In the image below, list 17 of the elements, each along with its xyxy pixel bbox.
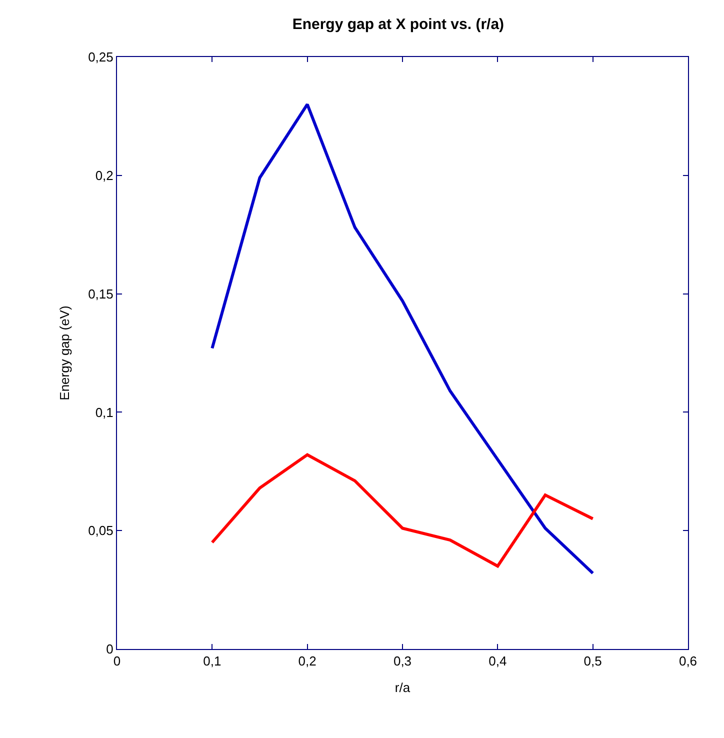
x-tick-label: 0,1 [203,654,222,669]
x-tick-label: 0,2 [298,654,316,669]
chart-title: Energy gap at X point vs. (r/a) [292,16,504,33]
y-tick-label: 0,15 [88,286,114,302]
y-tick-label: 0,25 [88,50,114,65]
y-tick-label: 0,2 [95,168,114,183]
y-tick-label: 0 [106,642,114,657]
x-tick-label: 0,4 [488,654,507,669]
x-tick-label: 0,5 [584,654,602,669]
line-series [210,102,594,575]
y-axis-title: Energy gap (eV) [57,306,72,400]
y-tick-label: 0,05 [88,523,114,538]
x-tick-label: 0,3 [393,654,412,669]
x-axis-title: r/a [394,680,411,696]
x-tick-label: 0,6 [678,654,698,669]
line-series [210,453,594,568]
y-tick-label: 0,1 [95,404,114,420]
